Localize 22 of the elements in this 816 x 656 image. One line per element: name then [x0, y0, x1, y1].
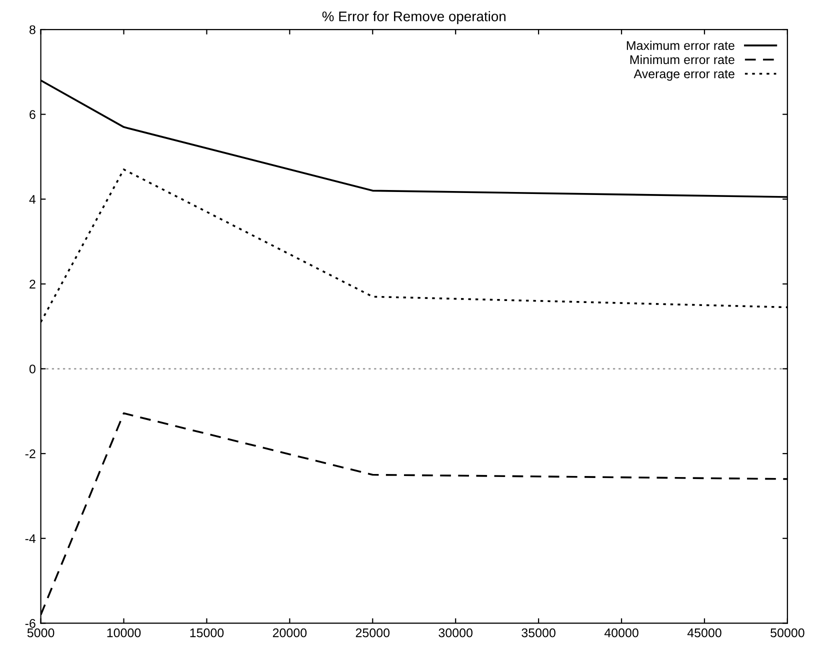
y-tick-label: 0 [29, 364, 36, 374]
x-tick-label: 45000 [687, 628, 722, 638]
x-tick-label: 20000 [272, 628, 307, 638]
x-tick-label: 30000 [438, 628, 472, 638]
x-tick-label: 10000 [107, 628, 141, 638]
x-tick-label: 15000 [190, 628, 224, 638]
x-tick-label: 25000 [356, 628, 390, 638]
legend-label: Average error rate [634, 70, 734, 81]
y-tick-label: -4 [25, 534, 36, 543]
x-tick-label: 5000 [27, 628, 54, 638]
y-tick-label: -2 [25, 449, 36, 458]
chart-title: % Error for Remove operation [322, 11, 506, 24]
y-tick-label: -6 [25, 619, 36, 628]
x-tick-label: 40000 [604, 628, 638, 638]
x-tick-label: 35000 [522, 628, 556, 638]
legend-label: Minimum error rate [630, 54, 734, 64]
y-tick-label: 4 [29, 195, 36, 204]
legend-label: Maximum error rate [626, 40, 734, 50]
y-tick-label: 8 [30, 25, 36, 34]
y-tick-label: 6 [30, 110, 36, 119]
x-tick-label: 50000 [770, 628, 804, 638]
y-tick-label: 2 [30, 280, 36, 288]
